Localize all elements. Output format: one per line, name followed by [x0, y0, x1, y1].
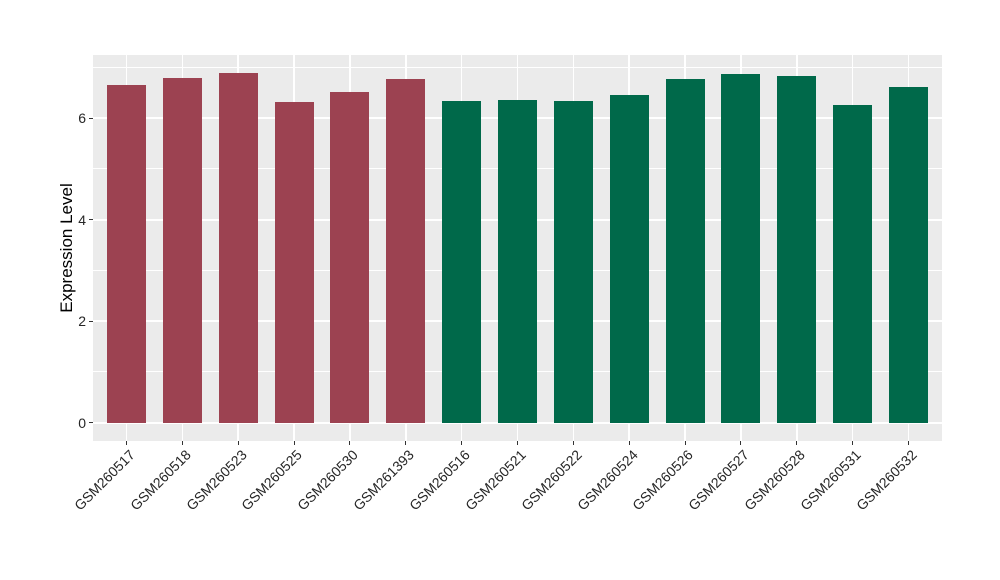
- y-tick-label: 4: [78, 211, 86, 228]
- bar-GSM260524: [609, 94, 649, 423]
- y-tick-label: 0: [78, 414, 86, 431]
- bar-GSM260527: [721, 73, 761, 423]
- x-tick-mark: [461, 441, 463, 445]
- y-tick-mark: [89, 219, 93, 221]
- x-tick-mark: [852, 441, 854, 445]
- bar-GSM260518: [162, 77, 202, 423]
- bar-GSM260526: [665, 79, 705, 423]
- x-tick-mark: [572, 441, 574, 445]
- x-tick-mark: [907, 441, 909, 445]
- x-tick-mark: [181, 441, 183, 445]
- x-tick-mark: [126, 441, 127, 445]
- bar-GSM260522: [553, 100, 593, 423]
- y-tick-mark: [89, 422, 93, 424]
- y-axis-title: Expression Level: [57, 183, 76, 313]
- y-tick-label: 2: [78, 313, 86, 330]
- plot-panel: [93, 55, 942, 441]
- y-tick-mark: [89, 117, 93, 119]
- bar-GSM260517: [106, 84, 147, 423]
- y-tick-label: 6: [78, 110, 86, 127]
- bar-GSM260525: [274, 101, 314, 423]
- bar-GSM260516: [442, 101, 482, 423]
- y-tick-mark: [89, 320, 93, 322]
- bar-GSM260531: [833, 105, 873, 423]
- x-tick-mark: [405, 441, 407, 445]
- bar-GSM260521: [497, 100, 538, 423]
- bar-GSM260530: [330, 92, 370, 423]
- x-tick-mark: [796, 441, 798, 445]
- x-tick-mark: [349, 441, 351, 445]
- x-tick-mark: [293, 441, 295, 445]
- bar-GSM260523: [218, 72, 258, 423]
- x-tick-mark: [684, 441, 686, 445]
- bar-GSM260532: [888, 87, 929, 423]
- bar-GSM260528: [777, 75, 817, 423]
- x-tick-mark: [517, 441, 518, 445]
- x-tick-mark: [628, 441, 630, 445]
- bar-GSM261393: [386, 78, 426, 423]
- x-tick-mark: [237, 441, 239, 445]
- x-tick-mark: [740, 441, 742, 445]
